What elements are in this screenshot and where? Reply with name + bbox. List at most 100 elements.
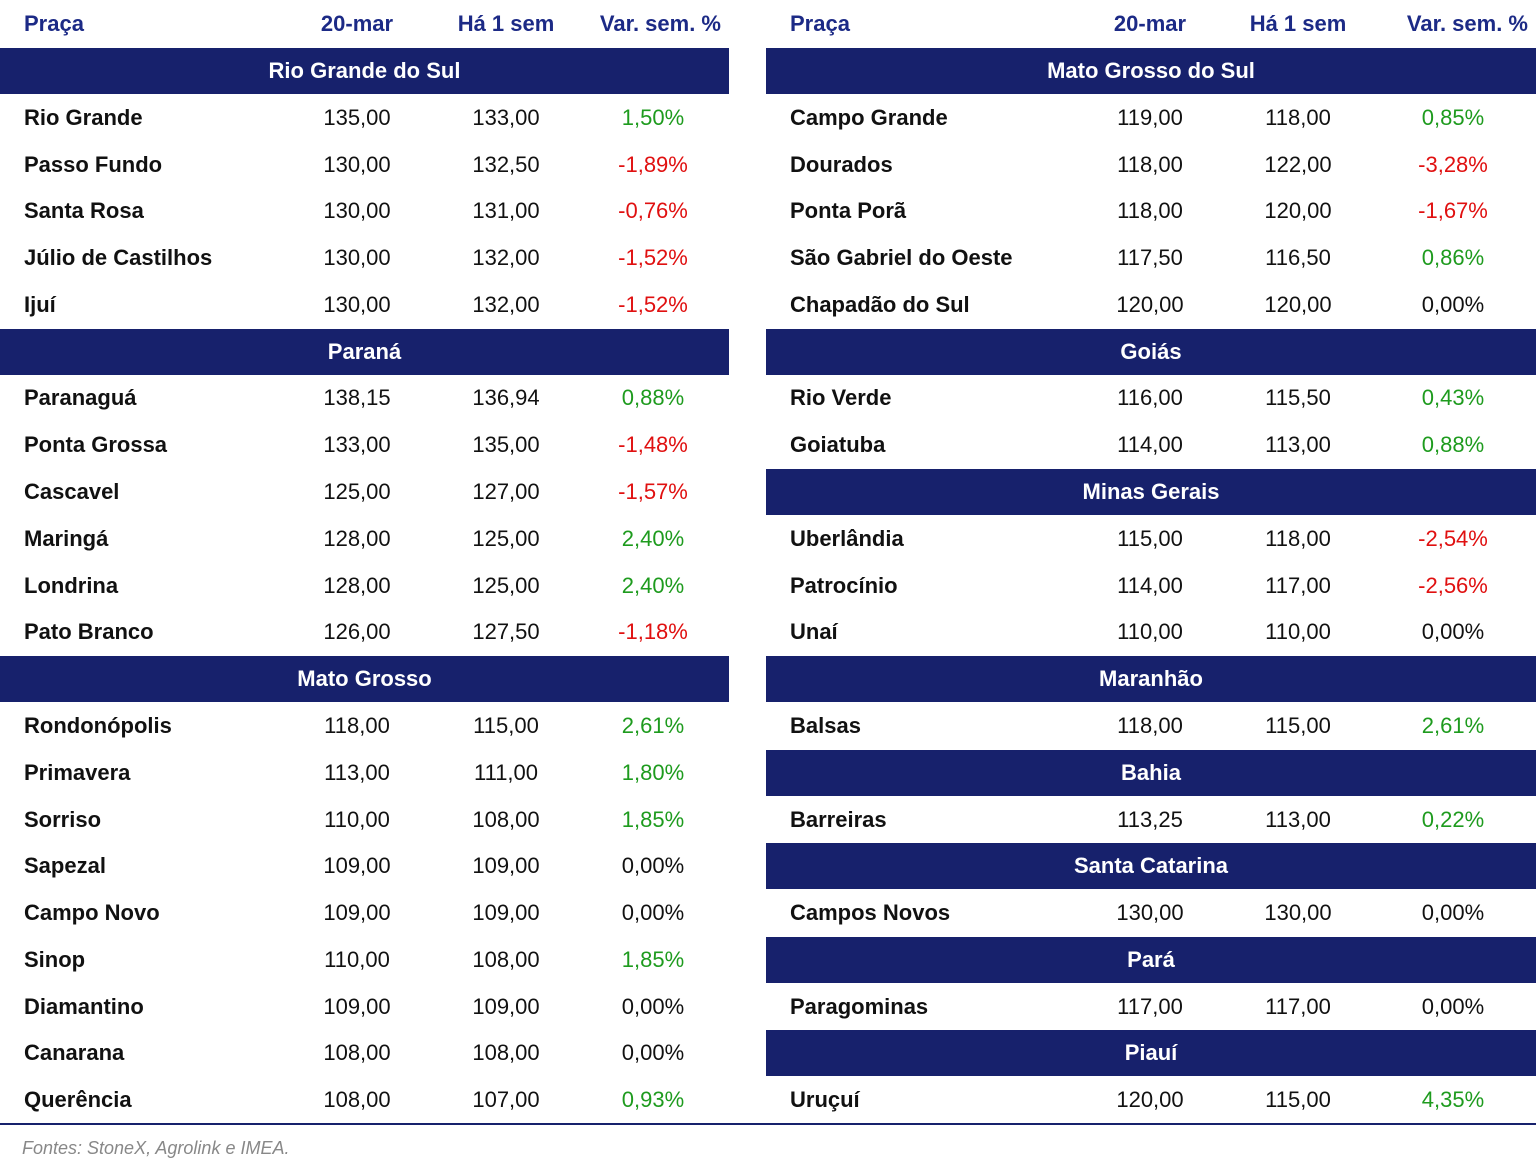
place-name: Diamantino — [24, 993, 144, 1019]
place-name: Santa Rosa — [24, 198, 144, 224]
price-current: 114,00 — [1117, 572, 1183, 598]
price-current: 116,00 — [1117, 385, 1183, 411]
weekly-change: 0,88% — [621, 385, 685, 411]
weekly-change: -2,56% — [1418, 572, 1488, 598]
price-week-ago: 115,00 — [1265, 1087, 1331, 1113]
place-name: Paranaguá — [24, 385, 137, 411]
price-week-ago: 135,00 — [472, 432, 540, 458]
place-name: Primavera — [24, 759, 131, 785]
price-week-ago: 118,00 — [1265, 525, 1331, 551]
section-title: Bahia — [1121, 759, 1181, 785]
price-current: 110,00 — [1117, 619, 1183, 645]
place-name: Campo Novo — [24, 900, 160, 926]
price-week-ago: 115,00 — [1265, 712, 1331, 738]
price-current: 118,00 — [1117, 712, 1183, 738]
column-header: 20-mar — [1113, 11, 1187, 36]
price-current: 114,00 — [1117, 432, 1183, 458]
weekly-change: 0,00% — [621, 1040, 685, 1066]
place-name: Pato Branco — [24, 619, 154, 645]
price-week-ago: 120,00 — [1264, 198, 1332, 224]
weekly-change: -1,48% — [618, 432, 688, 458]
place-name: Uruçuí — [790, 1087, 860, 1113]
price-current: 109,00 — [323, 900, 391, 926]
place-name: Rio Grande — [24, 104, 143, 130]
price-week-ago: 120,00 — [1264, 291, 1332, 317]
place-name: Uberlândia — [790, 525, 904, 551]
weekly-change: -0,76% — [618, 198, 688, 224]
section-title: Rio Grande do Sul — [268, 58, 461, 83]
place-name: Campo Grande — [790, 104, 948, 130]
weekly-change: 0,85% — [1421, 104, 1485, 130]
weekly-change: -3,28% — [1418, 151, 1488, 177]
weekly-change: 1,80% — [621, 759, 685, 785]
price-week-ago: 115,00 — [473, 712, 539, 738]
column-header: 20-mar — [320, 11, 394, 36]
price-current: 130,00 — [323, 245, 391, 271]
weekly-change: 0,88% — [1421, 432, 1485, 458]
weekly-change: 2,61% — [1421, 712, 1485, 738]
place-name: Rondonópolis — [24, 712, 172, 738]
price-current: 117,00 — [1117, 993, 1183, 1019]
section-bar — [766, 328, 1536, 375]
place-name: Balsas — [790, 712, 861, 738]
place-name: Unaí — [790, 619, 838, 645]
weekly-change: 0,00% — [621, 900, 685, 926]
price-current: 130,00 — [323, 151, 391, 177]
section-title: Maranhão — [1099, 666, 1203, 692]
weekly-change: -1,52% — [618, 291, 688, 317]
price-current: 135,00 — [323, 104, 391, 130]
weekly-change: -1,67% — [1418, 198, 1488, 224]
price-week-ago: 132,00 — [472, 291, 540, 317]
price-week-ago: 131,00 — [472, 198, 540, 224]
place-name: Paragominas — [790, 993, 929, 1019]
bottom-rule — [0, 1123, 1536, 1125]
section-title: Minas Gerais — [1082, 479, 1220, 505]
price-current: 110,00 — [324, 806, 390, 832]
price-current: 128,00 — [323, 525, 391, 551]
weekly-change: 0,43% — [1421, 385, 1485, 411]
place-name: Ponta Grossa — [24, 432, 168, 458]
price-week-ago: 132,00 — [472, 245, 540, 271]
weekly-change: 0,93% — [621, 1087, 685, 1113]
section-bar — [766, 749, 1536, 796]
section-bar — [0, 328, 729, 375]
place-name: São Gabriel do Oeste — [790, 245, 1013, 271]
section-title: Mato Grosso — [297, 666, 432, 692]
weekly-change: -1,18% — [618, 619, 688, 645]
place-name: Campos Novos — [790, 900, 951, 926]
price-week-ago: 117,00 — [1265, 572, 1331, 598]
price-week-ago: 125,00 — [472, 525, 540, 551]
weekly-change: 1,50% — [621, 104, 685, 130]
weekly-change: 4,35% — [1421, 1087, 1485, 1113]
section-bar — [766, 843, 1536, 890]
weekly-change: -2,54% — [1418, 525, 1488, 551]
price-week-ago: 109,00 — [472, 993, 540, 1019]
place-name: Rio Verde — [790, 385, 892, 411]
price-week-ago: 127,50 — [472, 619, 540, 645]
place-name: Maringá — [24, 525, 109, 551]
section-bar — [766, 469, 1536, 516]
price-current: 118,00 — [324, 712, 390, 738]
column-header: Praça — [24, 11, 84, 36]
place-name: Londrina — [24, 572, 119, 598]
price-week-ago: 130,00 — [1264, 900, 1332, 926]
price-current: 130,00 — [323, 198, 391, 224]
price-week-ago: 108,00 — [472, 806, 540, 832]
price-current: 109,00 — [323, 993, 391, 1019]
weekly-change: 2,61% — [621, 712, 685, 738]
place-name: Ijuí — [24, 291, 56, 317]
price-week-ago: 125,00 — [472, 572, 540, 598]
price-current: 130,00 — [1116, 900, 1184, 926]
place-name: Sorriso — [24, 806, 102, 832]
price-week-ago: 132,50 — [472, 151, 540, 177]
weekly-change: 0,22% — [1421, 806, 1485, 832]
price-current: 130,00 — [323, 291, 391, 317]
place-name: Canarana — [24, 1040, 125, 1066]
price-current: 110,00 — [324, 946, 390, 972]
price-current: 108,00 — [323, 1040, 391, 1066]
price-current: 117,50 — [1117, 245, 1183, 271]
price-current: 108,00 — [323, 1087, 391, 1113]
price-week-ago: 111,00 — [473, 759, 539, 785]
price-current: 138,15 — [323, 385, 391, 411]
